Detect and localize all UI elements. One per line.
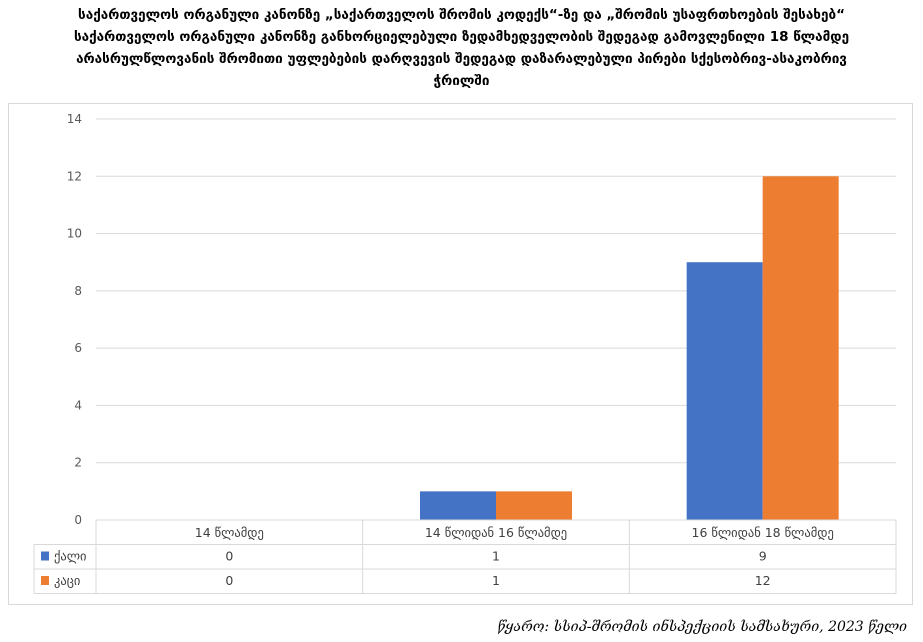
- bar-male: [762, 176, 839, 521]
- bar-female: [420, 491, 496, 520]
- category-label: 14 წლიდან 16 წლამდე: [425, 525, 567, 540]
- legend-label: კაცი: [54, 573, 80, 588]
- chart-title: საქართველოს ორგანული კანონზე „საქართველო…: [0, 4, 923, 92]
- bar-male: [496, 491, 572, 520]
- bar-female: [686, 262, 763, 520]
- chart-title-line-4: ჭრილში: [433, 73, 490, 89]
- chart-title-line-2: საქართველოს ორგანული კანონზე განხორციელე…: [73, 29, 850, 45]
- y-tick-label: 10: [67, 227, 82, 241]
- table-value: 12: [755, 573, 771, 588]
- y-tick-label: 4: [74, 398, 82, 412]
- table-value: 1: [492, 573, 500, 588]
- y-tick-label: 6: [74, 341, 82, 355]
- y-tick-label: 0: [74, 513, 82, 527]
- y-tick-label: 8: [74, 284, 82, 298]
- source-note: წყარო: სსიპ-შრომის ინსპექციის სამსახური,…: [497, 619, 907, 635]
- legend-key-male: [41, 576, 49, 585]
- category-label: 16 წლიდან 18 წლამდე: [692, 525, 834, 540]
- chart-frame: [8, 103, 913, 605]
- table-value: 0: [225, 573, 233, 588]
- y-tick-label: 14: [67, 112, 82, 126]
- table-value: 9: [759, 549, 767, 564]
- y-tick-label: 12: [67, 169, 82, 183]
- chart-title-line-1: საქართველოს ორგანული კანონზე „საქართველო…: [78, 7, 845, 23]
- category-label: 14 წლამდე: [195, 525, 264, 540]
- table-value: 0: [225, 549, 233, 564]
- chart-title-line-3: არასრულწლოვანის შრომითი უფლებების დარღვე…: [76, 51, 847, 67]
- legend-key-female: [41, 551, 49, 561]
- y-tick-label: 2: [74, 456, 82, 470]
- legend-label: ქალი: [54, 549, 87, 564]
- table-value: 1: [492, 549, 500, 564]
